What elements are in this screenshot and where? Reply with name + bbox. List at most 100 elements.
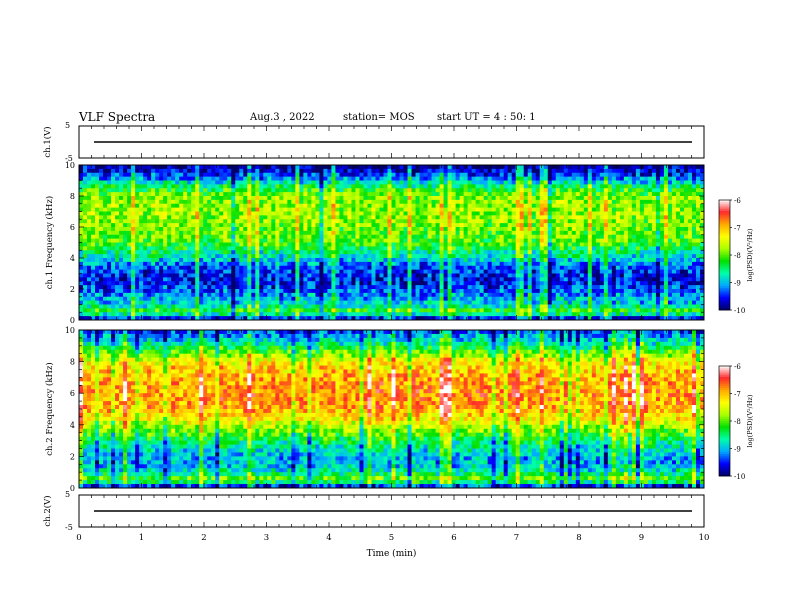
spectrogram-cell bbox=[191, 172, 196, 178]
spectrogram-cell bbox=[459, 219, 465, 224]
spectrogram-cell bbox=[119, 184, 124, 189]
spectrogram-cell bbox=[523, 277, 529, 282]
spectrogram-cell bbox=[99, 246, 104, 251]
spectrogram-cell bbox=[479, 250, 485, 255]
spectrogram-cell bbox=[203, 176, 208, 181]
spectrogram-cell bbox=[675, 242, 681, 247]
spectrogram-cell bbox=[699, 188, 705, 193]
spectrogram-cell bbox=[467, 203, 473, 209]
spectrogram-cell bbox=[315, 176, 320, 181]
spectrogram-cell bbox=[135, 207, 140, 212]
spectrogram-cell bbox=[611, 281, 617, 286]
spectrogram-cell bbox=[331, 273, 336, 278]
spectrogram-cell bbox=[435, 246, 440, 251]
spectrogram-cell bbox=[595, 250, 601, 255]
spectrogram-cell bbox=[615, 219, 621, 224]
spectrogram-cell bbox=[659, 238, 665, 243]
spectrogram-cell bbox=[515, 165, 521, 170]
spectrogram-cell bbox=[151, 258, 156, 263]
spectrogram-cell bbox=[323, 261, 328, 267]
spectrogram-cell bbox=[619, 281, 625, 286]
spectrogram-cell bbox=[407, 265, 412, 271]
spectrogram-cell bbox=[643, 215, 649, 220]
spectrogram-cell bbox=[531, 199, 537, 205]
spectrogram-cell bbox=[459, 234, 465, 240]
spectrogram-cell bbox=[207, 196, 212, 201]
spectrogram-cell bbox=[87, 203, 92, 209]
spectrogram-cell bbox=[235, 246, 240, 251]
spectrogram-cell bbox=[643, 238, 649, 243]
spectrogram-cell bbox=[91, 273, 96, 278]
spectrogram-cell bbox=[351, 261, 356, 267]
spectrogram-cell bbox=[335, 176, 340, 181]
spectrogram-cell bbox=[207, 242, 212, 247]
spectrogram-cell bbox=[687, 172, 693, 178]
spectrogram-cell bbox=[427, 168, 432, 174]
spectrogram-cell bbox=[367, 192, 372, 197]
spectrogram-cell bbox=[119, 207, 124, 212]
spectrogram-cell bbox=[379, 230, 384, 236]
spectrogram-cell bbox=[275, 215, 280, 220]
spectrogram-cell bbox=[515, 211, 521, 216]
spectrogram-cell bbox=[155, 199, 160, 205]
spectrogram-cell bbox=[299, 273, 304, 278]
spectrogram-cell bbox=[147, 172, 152, 178]
spectrogram-cell bbox=[279, 211, 284, 216]
spectrogram-cell bbox=[287, 254, 292, 259]
spectrogram-cell bbox=[699, 277, 705, 282]
spectrogram-cell bbox=[175, 168, 180, 174]
spectrogram-cell bbox=[631, 168, 637, 174]
spectrogram-cell bbox=[119, 219, 124, 224]
spectrogram-cell bbox=[407, 180, 412, 185]
spectrogram-cell bbox=[415, 230, 420, 236]
spectrogram-cell bbox=[595, 227, 601, 232]
spectrogram-cell bbox=[103, 165, 108, 170]
spectrogram-cell bbox=[91, 196, 96, 201]
spectrogram-cell bbox=[347, 227, 352, 232]
spectrogram-cell bbox=[347, 184, 352, 189]
spectrogram-cell bbox=[287, 211, 292, 216]
spectrogram-cell bbox=[699, 165, 705, 170]
spectrogram-cell bbox=[95, 246, 100, 251]
spectrogram-cell bbox=[447, 165, 452, 170]
spectrogram-cell bbox=[351, 238, 356, 243]
spectrogram-cell bbox=[575, 196, 581, 201]
spectrogram-cell bbox=[663, 199, 669, 205]
spectrogram-cell bbox=[95, 196, 100, 201]
spectrogram-cell bbox=[327, 261, 332, 267]
spectrogram-cell bbox=[195, 203, 200, 209]
spectrogram-cell bbox=[411, 203, 416, 209]
spectrogram-cell bbox=[359, 203, 364, 209]
spectrogram-cell bbox=[675, 254, 681, 259]
spectrogram-cell bbox=[611, 234, 617, 240]
spectrogram-cell bbox=[367, 203, 372, 209]
spectrogram-cell bbox=[359, 165, 364, 170]
spectrogram-cell bbox=[607, 172, 613, 178]
spectrogram-cell bbox=[191, 265, 196, 271]
spectrogram-cell bbox=[375, 196, 380, 201]
spectrogram-cell bbox=[535, 203, 541, 209]
spectrogram-cell bbox=[439, 219, 444, 224]
spectrogram-cell bbox=[683, 234, 689, 240]
spectrogram-cell bbox=[615, 242, 621, 247]
spectrogram-cell bbox=[491, 215, 497, 220]
spectrogram-cell bbox=[663, 281, 669, 286]
spectrogram-cell bbox=[595, 261, 601, 267]
spectrogram-cell bbox=[635, 180, 641, 185]
spectrogram-cell bbox=[219, 254, 224, 259]
spectrogram-cell bbox=[459, 184, 465, 189]
spectrogram-cell bbox=[311, 176, 316, 181]
spectrogram-cell bbox=[111, 196, 116, 201]
spectrogram-cell bbox=[511, 242, 517, 247]
spectrogram-cell bbox=[455, 261, 461, 267]
spectrogram-cell bbox=[675, 250, 681, 255]
spectrogram-cell bbox=[375, 238, 380, 243]
spectrogram-cell bbox=[135, 250, 140, 255]
spectrogram-cell bbox=[431, 250, 436, 255]
spectrogram-cell bbox=[171, 219, 176, 224]
spectrogram-cell bbox=[683, 192, 689, 197]
spectrogram-cell bbox=[679, 223, 685, 228]
spectrogram-cell bbox=[363, 230, 368, 236]
spectrogram-cell bbox=[151, 207, 156, 212]
spectrogram-cell bbox=[551, 207, 557, 212]
